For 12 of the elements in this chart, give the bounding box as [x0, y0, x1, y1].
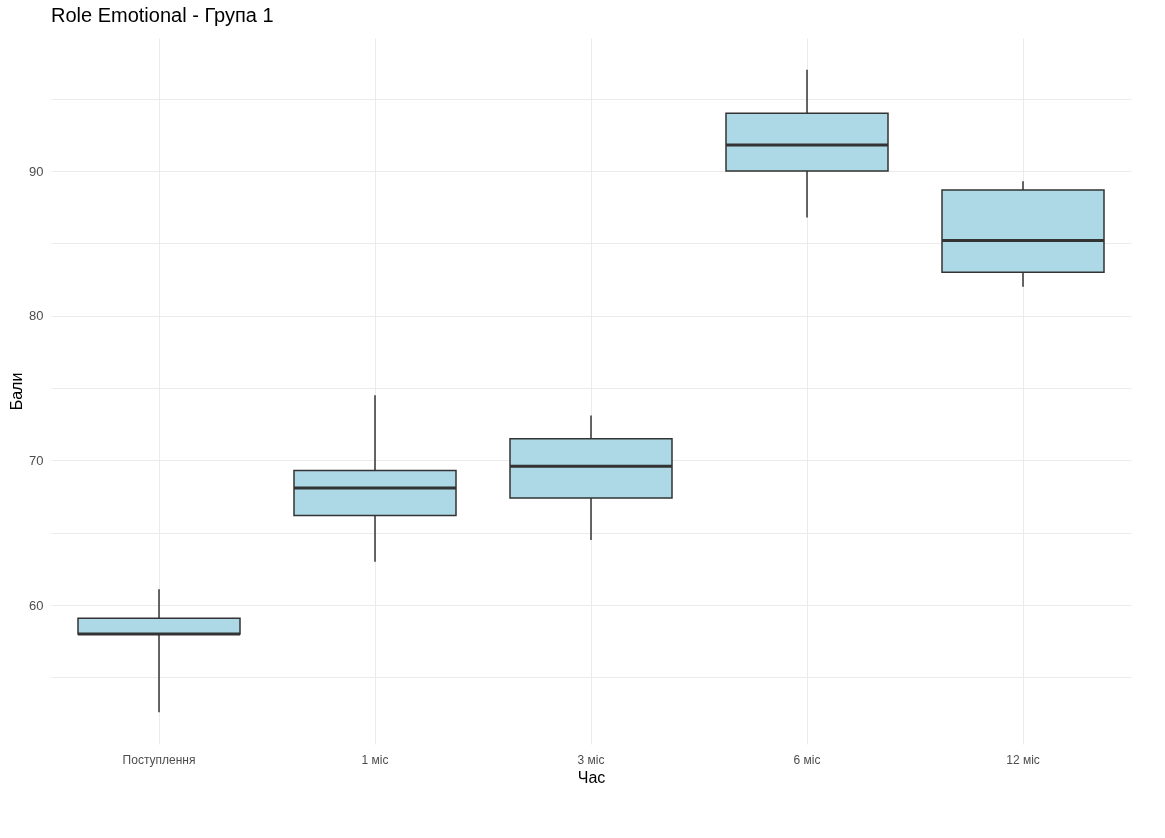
- x-tick-label: 12 міс: [1006, 752, 1040, 767]
- y-tick-label: 90: [29, 163, 44, 179]
- y-tick-label: 60: [29, 597, 44, 613]
- x-tick-label: Поступлення: [122, 752, 196, 767]
- x-tick-label: 3 міс: [577, 752, 605, 767]
- x-tick-label: 6 міс: [793, 752, 821, 767]
- y-axis-title: Бали: [8, 372, 26, 411]
- y-tick-label: 80: [29, 308, 44, 324]
- y-tick-label: 70: [29, 452, 44, 468]
- x-tick-label: 1 міс: [361, 752, 389, 767]
- x-axis-title: Час: [577, 768, 606, 786]
- chart-title: Role Emotional - Група 1: [51, 4, 274, 26]
